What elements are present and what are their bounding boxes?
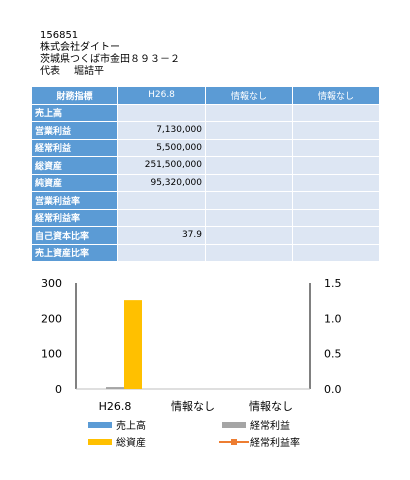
table-row: 経常利益 5,500,000 xyxy=(31,138,380,157)
column-header: 情報なし xyxy=(292,86,380,105)
row-label: 営業利益率 xyxy=(31,191,118,210)
column-header: 財務指標 xyxy=(31,86,118,105)
table-cell xyxy=(205,138,293,157)
row-label: 純資産 xyxy=(31,173,118,192)
table-cell xyxy=(117,243,206,262)
company-code: 156851 xyxy=(40,30,79,41)
y-left-tick-label: 300 xyxy=(41,277,62,290)
table-cell xyxy=(292,208,380,227)
table-row: 営業利益率 xyxy=(31,191,380,210)
row-label: 経常利益率 xyxy=(31,208,118,227)
y-right-tick-label: 0.5 xyxy=(324,348,342,361)
legend-label: 経常利益率 xyxy=(250,436,300,449)
table-cell xyxy=(117,103,206,122)
column-header: H26.8 xyxy=(117,86,206,105)
legend-swatch xyxy=(88,439,112,445)
y-left-tick-label: 200 xyxy=(41,312,62,325)
table-cell xyxy=(292,226,380,245)
table-cell xyxy=(292,138,380,157)
table-cell xyxy=(205,173,293,192)
row-label: 自己資本比率 xyxy=(31,226,118,245)
table-row: 営業利益 7,130,000 xyxy=(31,121,380,140)
table-cell xyxy=(292,103,380,122)
bar xyxy=(124,300,142,389)
table-row: 純資産 95,320,000 xyxy=(31,173,380,192)
table-row: 売上資産比率 xyxy=(31,243,380,262)
y-right-tick-label: 1.0 xyxy=(324,312,342,325)
table-row: 経常利益率 xyxy=(31,208,380,227)
legend-swatch xyxy=(222,422,246,428)
legend-swatch xyxy=(88,422,112,428)
x-tick-label: H26.8 xyxy=(99,400,132,413)
table-cell xyxy=(117,208,206,227)
company-header: 156851 株式会社ダイトー 茨城県つくば市金田８９３－２ 代表 堀詰平 xyxy=(40,30,380,78)
legend-label: 売上高 xyxy=(116,419,146,432)
company-name: 株式会社ダイトー xyxy=(40,42,120,53)
table-cell xyxy=(292,173,380,192)
legend-label: 総資産 xyxy=(116,436,146,449)
row-label: 売上高 xyxy=(31,103,118,122)
table-cell: 37.9 xyxy=(117,226,206,245)
table-cell: 251,500,000 xyxy=(117,156,206,175)
table-cell xyxy=(292,156,380,175)
table-cell: 5,500,000 xyxy=(117,138,206,157)
table-cell: 7,130,000 xyxy=(117,121,206,140)
legend-label: 経常利益 xyxy=(250,419,290,432)
y-left-tick-label: 0 xyxy=(55,383,62,396)
table-row: 自己資本比率 37.9 xyxy=(31,226,380,245)
legend-marker xyxy=(231,439,237,445)
row-label: 経常利益 xyxy=(31,138,118,157)
table-cell xyxy=(205,208,293,227)
table-cell xyxy=(205,191,293,210)
table-header-row: 財務指標 H26.8 情報なし 情報なし xyxy=(31,86,380,105)
table-cell xyxy=(117,191,206,210)
row-label: 総資産 xyxy=(31,156,118,175)
table-cell xyxy=(205,121,293,140)
company-address: 茨城県つくば市金田８９３－２ xyxy=(40,54,180,65)
rep-name: 堀詰平 xyxy=(74,66,104,77)
bar xyxy=(106,387,124,389)
row-label: 売上資産比率 xyxy=(31,243,118,262)
column-header: 情報なし xyxy=(205,86,293,105)
table-cell xyxy=(205,156,293,175)
table-cell xyxy=(292,121,380,140)
rep-title: 代表 xyxy=(40,66,60,77)
company-representative: 代表 堀詰平 xyxy=(40,66,380,78)
y-left-tick-label: 100 xyxy=(41,348,62,361)
table-cell xyxy=(205,226,293,245)
financial-table: 財務指標 H26.8 情報なし 情報なし 売上高 営業利益 7,130,000 経… xyxy=(31,86,380,262)
table-cell xyxy=(205,243,293,262)
table-cell: 95,320,000 xyxy=(117,173,206,192)
y-right-tick-label: 1.5 xyxy=(324,277,342,290)
x-tick-label: 情報なし xyxy=(171,400,215,413)
table-cell xyxy=(292,191,380,210)
table-cell xyxy=(205,103,293,122)
table-row: 売上高 xyxy=(31,103,380,122)
x-tick-label: 情報なし xyxy=(249,400,293,413)
row-label: 営業利益 xyxy=(31,121,118,140)
table-row: 総資産 251,500,000 xyxy=(31,156,380,175)
table-cell xyxy=(292,243,380,262)
y-right-tick-label: 0.0 xyxy=(324,383,342,396)
